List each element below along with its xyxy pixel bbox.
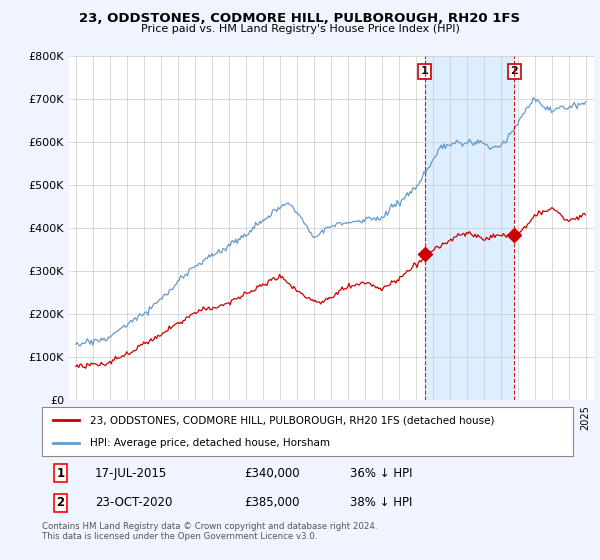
Text: 1: 1 (56, 466, 65, 479)
Text: 23, ODDSTONES, CODMORE HILL, PULBOROUGH, RH20 1FS: 23, ODDSTONES, CODMORE HILL, PULBOROUGH,… (79, 12, 521, 25)
Bar (425, 56, 514, 400)
Text: 23-OCT-2020: 23-OCT-2020 (95, 496, 172, 509)
Text: 2: 2 (56, 496, 65, 509)
Text: Contains HM Land Registry data © Crown copyright and database right 2024.
This d: Contains HM Land Registry data © Crown c… (42, 522, 377, 542)
Text: 17-JUL-2015: 17-JUL-2015 (95, 466, 167, 479)
Text: 2: 2 (511, 66, 518, 76)
Text: Price paid vs. HM Land Registry's House Price Index (HPI): Price paid vs. HM Land Registry's House … (140, 24, 460, 34)
Text: 1: 1 (421, 66, 428, 76)
Text: £385,000: £385,000 (244, 496, 299, 509)
Text: HPI: Average price, detached house, Horsham: HPI: Average price, detached house, Hors… (90, 438, 330, 448)
Text: 36% ↓ HPI: 36% ↓ HPI (350, 466, 412, 479)
Text: 38% ↓ HPI: 38% ↓ HPI (350, 496, 412, 509)
Text: 23, ODDSTONES, CODMORE HILL, PULBOROUGH, RH20 1FS (detached house): 23, ODDSTONES, CODMORE HILL, PULBOROUGH,… (90, 416, 494, 426)
Text: £340,000: £340,000 (244, 466, 299, 479)
